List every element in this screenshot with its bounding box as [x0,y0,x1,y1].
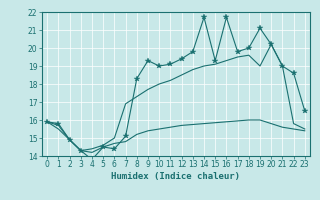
X-axis label: Humidex (Indice chaleur): Humidex (Indice chaleur) [111,172,241,181]
